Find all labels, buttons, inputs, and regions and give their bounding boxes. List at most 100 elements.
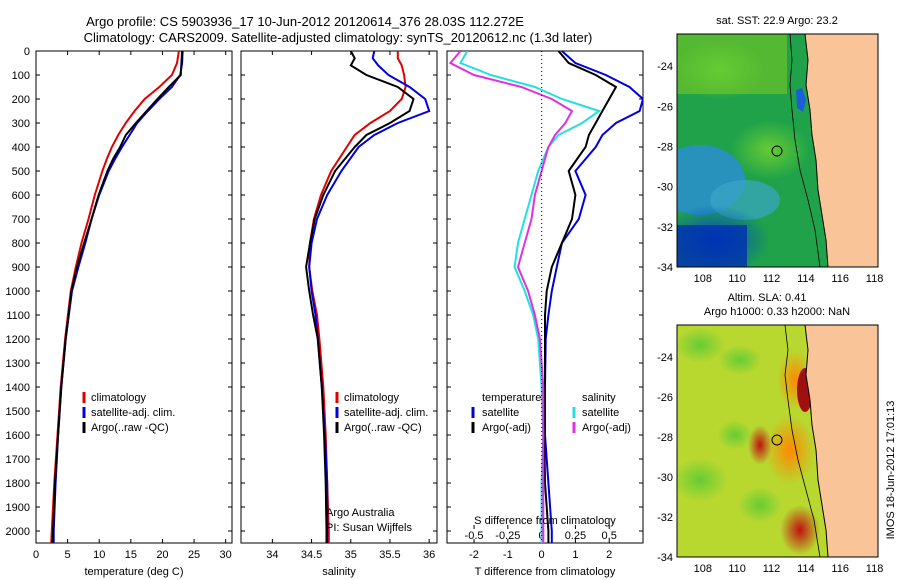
x-tick-label: 0 [539, 549, 545, 561]
sst-argo-location [771, 145, 783, 157]
sla-patch [717, 420, 753, 450]
header-line2: Climatology: CARS2009. Satellite-adjuste… [84, 30, 593, 45]
sla-map [677, 325, 878, 557]
y-tick-label: 800 [12, 238, 30, 250]
map-x-tick-label: 118 [866, 563, 884, 575]
map-y-tick-label: -30 [657, 182, 673, 194]
y-tick-label: 200 [12, 94, 30, 106]
x-tick-label: 1 [572, 549, 578, 561]
y-tick-label: 1300 [6, 358, 30, 370]
profile-line-argo-raw-qc- [305, 51, 415, 543]
sst-patch [730, 120, 810, 180]
sla-coastline [804, 325, 829, 557]
legend-label-argo: Argo(..raw -QC) [91, 422, 169, 434]
x-tick-label: 35.5 [379, 549, 400, 561]
map-y-tick-label: -30 [657, 472, 673, 484]
sla-map-subtitle: Argo h1000: 0.33 h2000: NaN [704, 306, 850, 318]
profile-line-temperature-argo-adj- [543, 51, 618, 543]
sst-map-title: sat. SST: 22.9 Argo: 23.2 [716, 15, 838, 27]
profile-group [50, 51, 184, 543]
map-x-tick-label: 110 [728, 273, 746, 285]
difference-axes [446, 50, 644, 544]
shark-bay-feature [796, 88, 806, 112]
map-y-tick-label: -32 [657, 512, 673, 524]
argo-australia-text: Argo Australia [326, 507, 395, 519]
pi-text: PI: Susan Wijffels [326, 522, 412, 534]
map-y-tick-label: -24 [657, 352, 673, 364]
sst-map [677, 34, 878, 267]
profile-line-satellite-adj-clim- [52, 51, 184, 543]
y-tick-label: 1200 [6, 334, 30, 346]
s-diff-xlabel: S difference from climatology [474, 515, 616, 527]
map-x-tick-label: 116 [831, 273, 849, 285]
y-tick-label: 400 [12, 142, 30, 154]
x-tick-label: 10 [93, 549, 105, 561]
t-diff-xlabel: T difference from climatology [475, 566, 616, 578]
sla-patch [738, 487, 782, 523]
sst-land [805, 34, 878, 267]
sla-patch [677, 458, 728, 502]
legend-label-climatology: climatology [344, 392, 400, 404]
profile-line-salinity-argo-adj- [448, 51, 574, 543]
map-y-tick-label: -26 [657, 101, 673, 113]
map-x-tick-label: 114 [797, 563, 815, 575]
legend-label-argo: Argo(..raw -QC) [344, 422, 422, 434]
sla-warm-patch [765, 415, 815, 485]
x-tick-label: 20 [156, 549, 168, 561]
sla-argo-location [771, 434, 783, 446]
y-tick-label: 700 [12, 214, 30, 226]
y-tick-label: 1000 [6, 286, 30, 298]
temperature-axes [35, 50, 233, 544]
y-tick-label: 1500 [6, 406, 30, 418]
map-x-tick-label: 112 [763, 563, 781, 575]
sla-isobath [784, 325, 821, 557]
profile-group [305, 51, 431, 543]
x-tick-label: 36 [423, 549, 435, 561]
s-tick-label: 0.5 [602, 530, 617, 542]
sla-high-patch [748, 425, 772, 465]
x-tick-label: 34 [266, 549, 278, 561]
y-tick-label: 300 [12, 118, 30, 130]
y-tick-label: 1900 [6, 502, 30, 514]
legend-heading-salinity: salinity [582, 392, 616, 404]
profile-line-argo-raw-qc- [51, 51, 184, 543]
x-tick-label: -1 [503, 549, 513, 561]
map-y-tick-label: -32 [657, 222, 673, 234]
sst-patch [677, 40, 765, 100]
s-tick-label: -0.25 [495, 530, 520, 542]
profile-lines [50, 51, 643, 543]
legend-label-climatology: climatology [91, 392, 147, 404]
x-tick-label: 5 [65, 549, 71, 561]
header-line1: Argo profile: CS 5903936_17 10-Jun-2012 … [86, 14, 524, 29]
y-tick-label: 0 [24, 46, 30, 58]
y-tick-label: 100 [12, 70, 30, 82]
profile-line-climatology [308, 51, 407, 543]
legend-label-satellite: satellite-adj. clim. [91, 407, 175, 419]
sst-isobath [789, 34, 821, 267]
sla-high-patch [780, 505, 820, 555]
sst-map-frame [676, 33, 879, 268]
y-tick-label: 600 [12, 190, 30, 202]
map-x-tick-label: 108 [694, 273, 712, 285]
map-y-tick-label: -28 [657, 141, 673, 153]
salinity-axes [240, 50, 438, 544]
legend-label-s-satellite: satellite [582, 407, 619, 419]
legend-label-t-argo: Argo(-adj) [482, 422, 531, 434]
y-tick-label: 1100 [6, 310, 30, 322]
x-tick-label: 0 [33, 549, 39, 561]
sst-cold-corner [677, 225, 747, 267]
map-x-tick-label: 110 [728, 563, 746, 575]
x-tick-label: 25 [188, 549, 200, 561]
map-x-tick-label: 118 [866, 273, 884, 285]
s-tick-label: -0.5 [465, 530, 484, 542]
y-tick-label: 1400 [6, 382, 30, 394]
legend-label-satellite: satellite-adj. clim. [344, 407, 428, 419]
sla-map-title: Altim. SLA: 0.41 [728, 292, 807, 304]
temperature-xlabel: temperature (deg C) [84, 566, 183, 578]
map-y-tick-label: -26 [657, 392, 673, 404]
y-tick-label: 500 [12, 166, 30, 178]
salinity-legend: climatology satellite-adj. clim. Argo(..… [335, 392, 428, 434]
y-tick-label: 1600 [6, 430, 30, 442]
tick-layer: 0100200300400500600700800900100011001200… [6, 46, 884, 575]
